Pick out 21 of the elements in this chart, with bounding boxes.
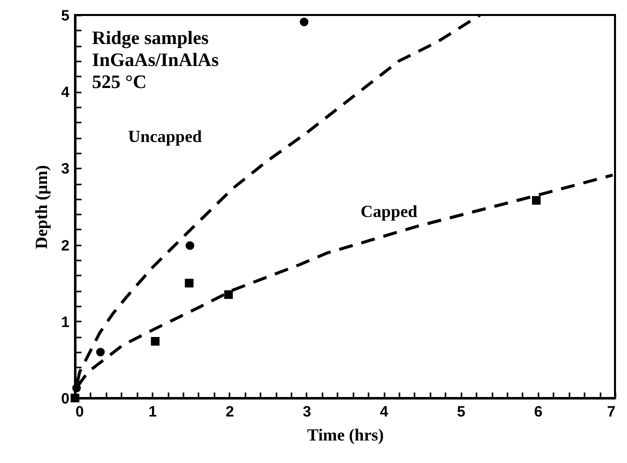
y-tick-label: 0 (61, 390, 70, 408)
annotation: InGaAs/InAlAs (92, 50, 219, 71)
annotation: Uncapped (128, 127, 202, 146)
x-tick-label: 2 (226, 404, 234, 420)
x-tick-label: 7 (607, 404, 616, 420)
x-tick-label: 4 (380, 404, 389, 420)
annotation: Ridge samples (92, 28, 209, 49)
y-tick-label: 5 (61, 8, 70, 24)
y-tick-label: 3 (61, 160, 70, 178)
x-tick-label: 5 (457, 404, 466, 420)
y-tick-label: 1 (61, 314, 70, 331)
y-tick-label: 4 (61, 84, 70, 102)
x-tick-label: 1 (148, 404, 157, 420)
x-tick-label: 6 (534, 404, 543, 420)
x-tick-label: 0 (76, 404, 84, 420)
y-tick-label: 2 (61, 237, 70, 254)
annotation: 525 °C (92, 72, 147, 93)
y-axis-title: Depth (µm) (32, 165, 52, 249)
x-axis-title: Time (hrs) (307, 426, 384, 444)
annotation: Capped (360, 202, 418, 221)
x-tick-label: 3 (302, 404, 312, 420)
